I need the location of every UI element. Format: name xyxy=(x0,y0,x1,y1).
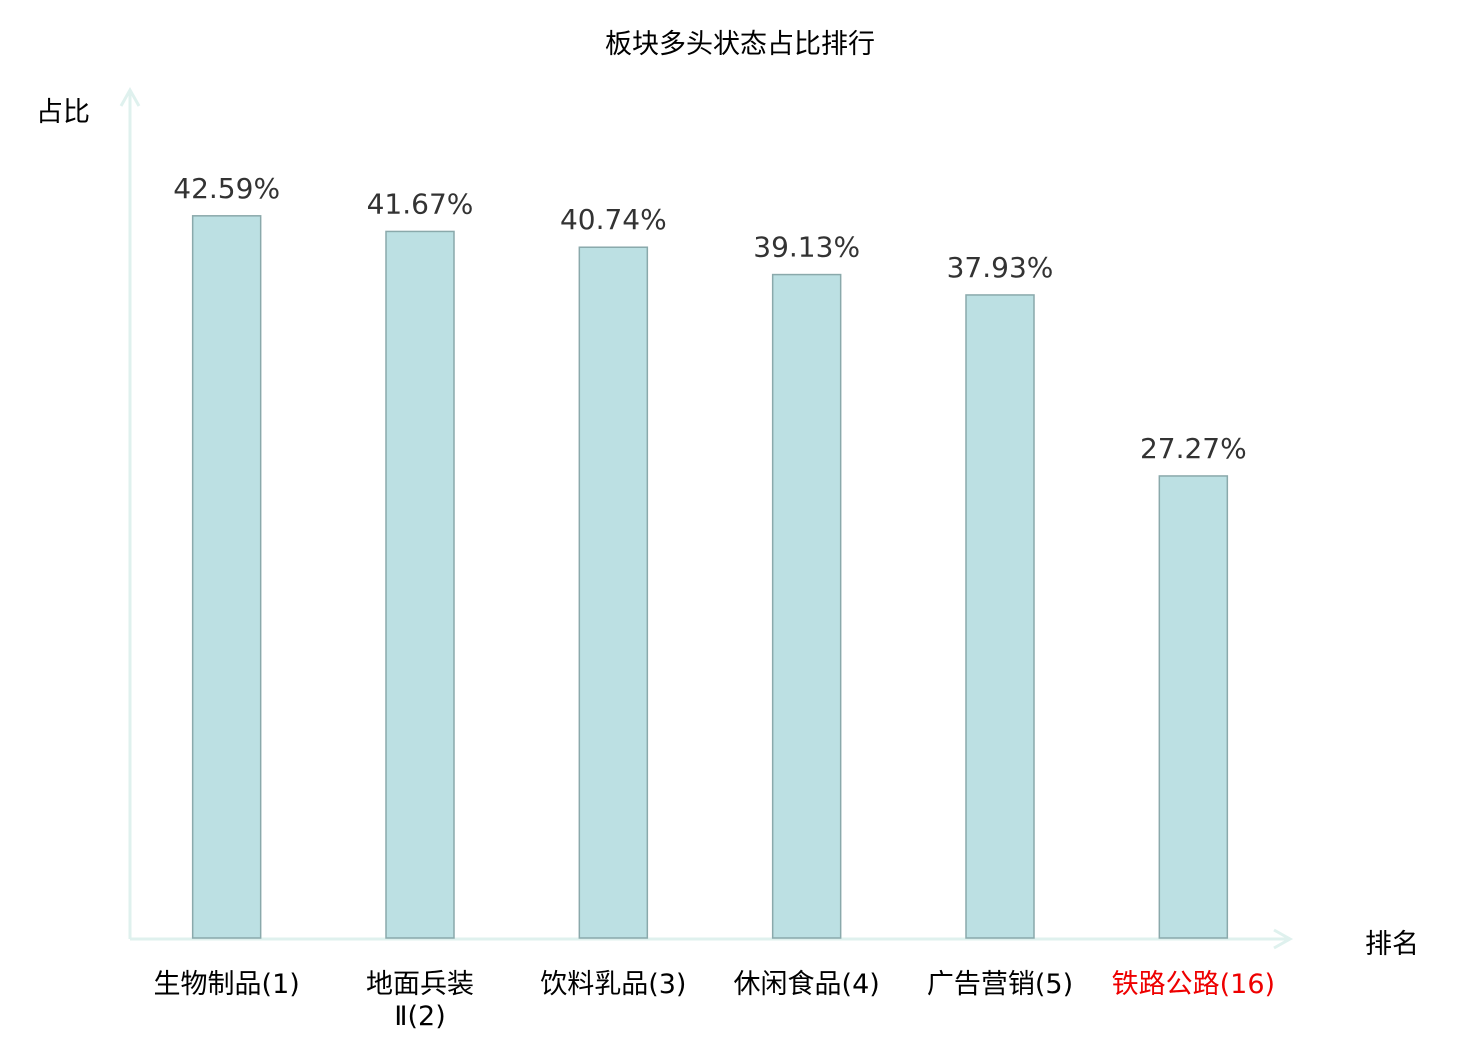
x-tick-label-line: 地面兵装 xyxy=(366,969,474,1000)
chart-title: 板块多头状态占比排行 xyxy=(605,29,875,60)
x-tick-label-line: 铁路公路(16) xyxy=(1112,969,1275,1000)
bar xyxy=(578,246,649,939)
x-axis-arrow-icon xyxy=(1273,928,1294,950)
data-label: 42.59% xyxy=(173,172,280,205)
bar xyxy=(965,294,1035,939)
data-label: 41.67% xyxy=(367,187,474,220)
axes xyxy=(119,86,1294,950)
x-axis-label: 排名 xyxy=(1365,929,1419,960)
x-tick-label-line: 生物制品(1) xyxy=(154,969,300,1000)
data-labels: 42.59% 41.67% 40.74% 39.13% 37.93% 27.27% xyxy=(173,172,1246,465)
bar xyxy=(191,215,262,939)
bar xyxy=(771,273,842,939)
bar xyxy=(385,230,455,939)
bars xyxy=(191,215,1229,939)
y-axis-arrow-icon xyxy=(119,86,141,107)
data-label: 27.27% xyxy=(1140,432,1247,465)
data-label: 40.74% xyxy=(560,203,667,236)
x-tick-label: 生物制品(1) xyxy=(154,969,300,1000)
x-tick-labels: 生物制品(1) 地面兵装 Ⅱ(2) 饮料乳品(3) 休闲食品(4) 广告营销(5) 铁路公路… xyxy=(154,969,1276,1032)
x-tick-label: 铁路公路(16) xyxy=(1112,969,1275,1000)
bar xyxy=(1158,475,1229,939)
x-tick-label: 休闲食品(4) xyxy=(734,969,880,1000)
x-tick-label: 广告营销(5) xyxy=(927,969,1073,1000)
y-axis-label: 占比 xyxy=(36,97,90,128)
x-tick-label-line: Ⅱ(2) xyxy=(394,1001,446,1032)
data-label: 39.13% xyxy=(753,231,860,264)
x-tick-label-line: 饮料乳品(3) xyxy=(540,969,686,1000)
data-label: 37.93% xyxy=(947,251,1054,284)
x-tick-label-line: 休闲食品(4) xyxy=(734,969,880,1000)
x-tick-label-line: 广告营销(5) xyxy=(927,969,1073,1000)
x-tick-label: 地面兵装 Ⅱ(2) xyxy=(366,969,474,1032)
x-tick-label: 饮料乳品(3) xyxy=(540,969,686,1000)
